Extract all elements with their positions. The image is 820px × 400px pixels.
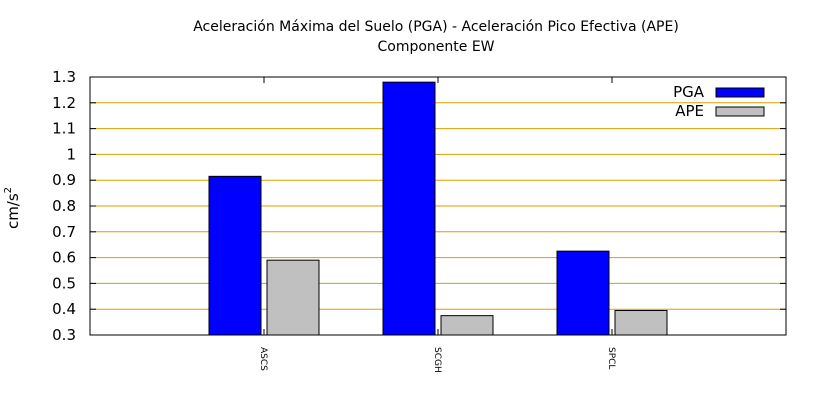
bars — [208, 81, 668, 336]
bar-pga-scgh — [382, 81, 436, 336]
y-tick-label: 1.2 — [52, 94, 76, 112]
bar-ape-spcl — [614, 309, 668, 336]
legend-swatch-pga — [715, 87, 765, 98]
y-tick-label: 0.7 — [52, 223, 76, 241]
x-axis-ticks: ASCS SCGH SPCL — [258, 77, 616, 373]
y-axis-label: cm/s2 — [3, 187, 22, 229]
y-axis-label-exponent: 2 — [3, 187, 14, 193]
bar-ape-scgh — [440, 315, 494, 336]
bar-ape-ascs — [266, 259, 320, 336]
x-tick-label: SPCL — [606, 347, 616, 369]
legend-label-ape: APE — [675, 102, 704, 120]
y-tick-label: 1.1 — [52, 120, 76, 138]
y-axis-label-unit: cm/s — [4, 193, 22, 229]
y-tick-label: 0.4 — [52, 300, 76, 318]
y-tick-label: 0.5 — [52, 274, 76, 292]
legend-label-pga: PGA — [673, 83, 705, 101]
y-axis-ticks: 0.3 0.4 0.5 0.6 0.7 0.8 0.9 1 1.1 1.2 1.3 — [52, 68, 786, 344]
legend-swatch-ape — [715, 106, 765, 117]
chart-subtitle: Componente EW — [377, 39, 494, 55]
y-tick-label: 1 — [66, 145, 76, 163]
y-tick-label: 0.3 — [52, 326, 76, 344]
y-tick-label: 0.8 — [52, 197, 76, 215]
gridlines — [90, 102, 786, 310]
bar-pga-ascs — [208, 175, 262, 336]
y-tick-label: 0.9 — [52, 171, 76, 189]
y-tick-label: 1.3 — [52, 68, 76, 86]
x-tick-label: SCGH — [432, 347, 442, 373]
bar-pga-spcl — [556, 250, 610, 336]
chart-title: Aceleración Máxima del Suelo (PGA) - Ace… — [193, 19, 679, 35]
y-tick-label: 0.6 — [52, 249, 76, 267]
x-tick-label: ASCS — [258, 347, 268, 371]
